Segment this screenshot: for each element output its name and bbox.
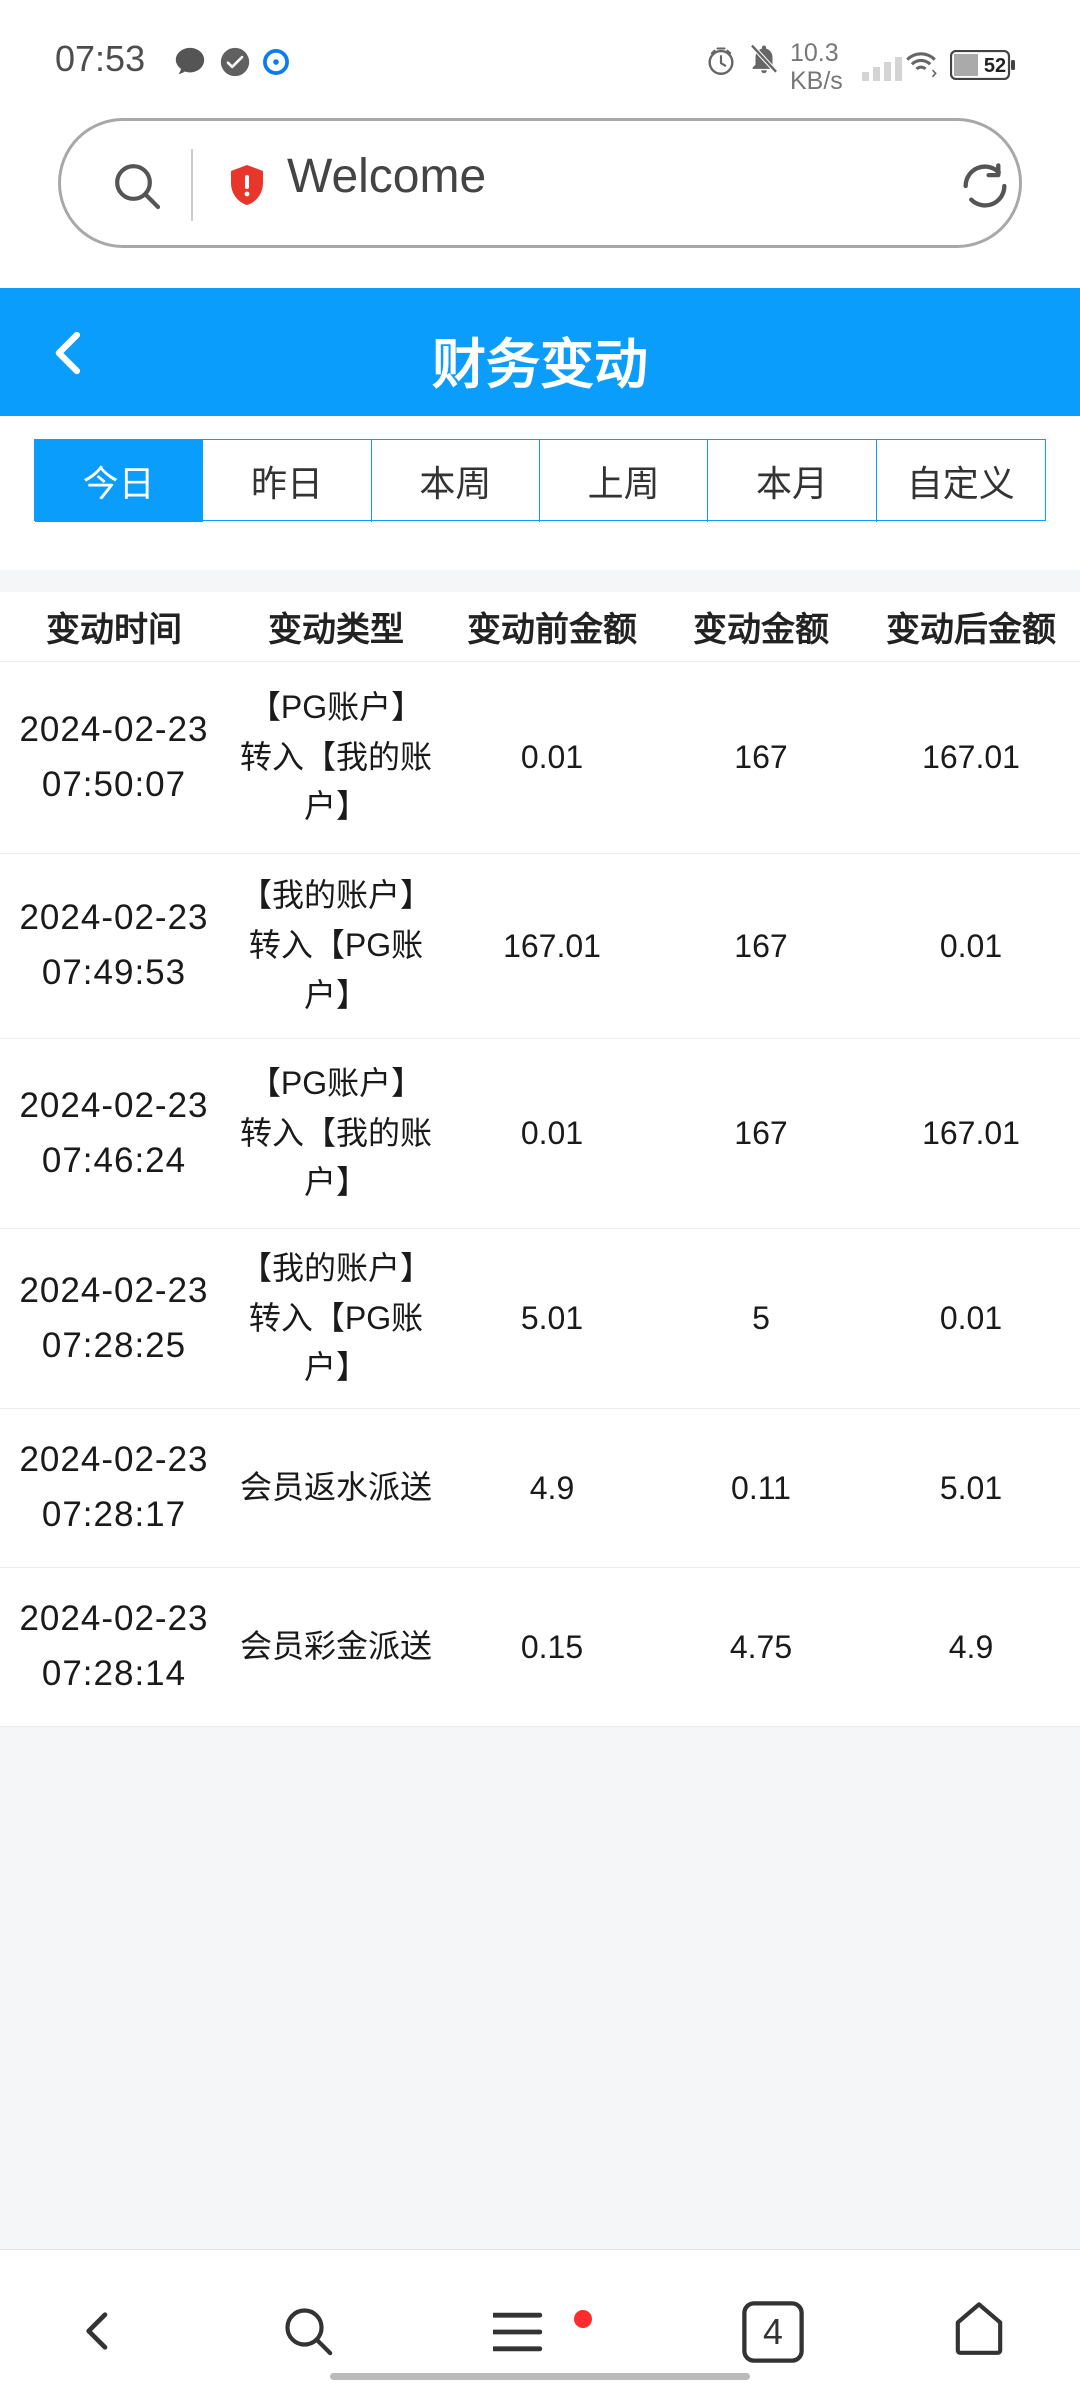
svg-text:4: 4	[763, 2312, 783, 2352]
svg-text:52: 52	[984, 55, 1006, 77]
